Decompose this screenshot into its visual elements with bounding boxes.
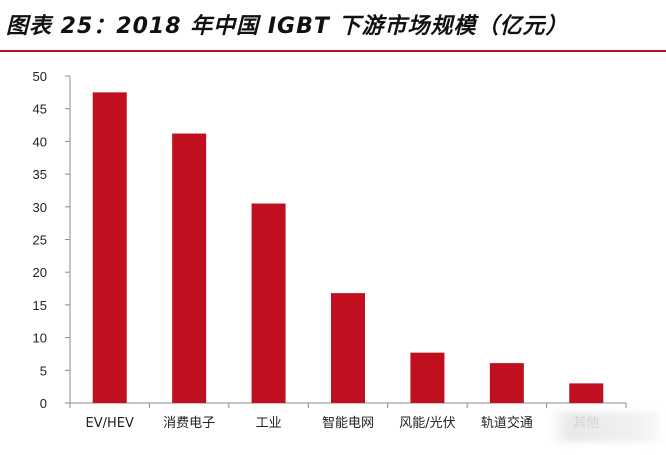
y-tick-label: 10 (33, 331, 47, 346)
title-divider (0, 50, 666, 52)
bar (331, 293, 365, 403)
x-tick-label: 智能电网 (322, 416, 374, 431)
y-tick-label: 25 (33, 233, 47, 248)
y-tick-label: 30 (33, 200, 47, 215)
y-tick-label: 45 (33, 102, 47, 117)
y-tick-label: 35 (33, 167, 47, 182)
bar (251, 203, 286, 403)
chart-bars (92, 92, 604, 403)
bar (172, 133, 207, 403)
y-tick-label: 20 (33, 265, 47, 280)
bar (410, 352, 445, 403)
x-tick-label: 工业 (256, 416, 282, 431)
x-tick-label: 轨道交通 (481, 415, 533, 431)
y-tick-label: 50 (33, 69, 47, 84)
bar (569, 383, 604, 403)
bar (92, 92, 127, 403)
x-tick-label: 消费电子 (163, 416, 215, 431)
chart-title: 图表 25：2018 年中国 IGBT 下游市场规模（亿元） (6, 14, 569, 39)
y-tick-label: 15 (33, 298, 47, 313)
y-tick-label: 40 (33, 134, 47, 149)
bar (489, 363, 524, 403)
x-tick-label: 风能/光伏 (399, 416, 455, 431)
x-tick-label: EV/HEV (86, 416, 134, 431)
watermark-blur (548, 412, 660, 442)
y-tick-label: 0 (40, 396, 47, 411)
y-tick-label: 5 (40, 363, 47, 378)
